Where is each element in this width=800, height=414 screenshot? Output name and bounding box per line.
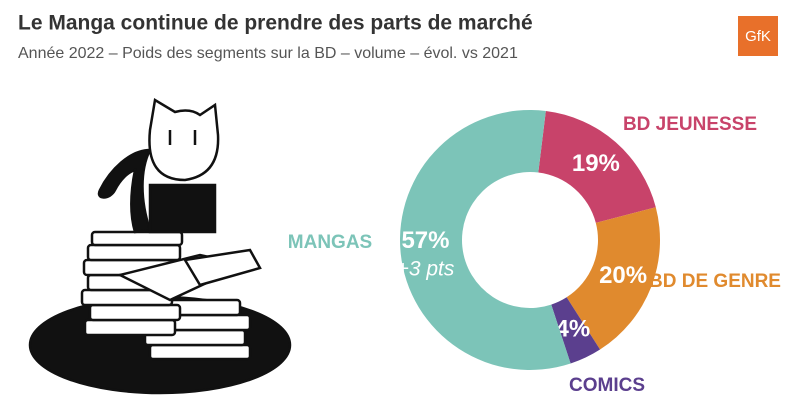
category-label: BD DE GENRE: [649, 271, 781, 292]
category-label: BD JEUNESSE: [623, 114, 757, 135]
logo: GfK: [745, 28, 771, 45]
donut-segment: [551, 297, 601, 364]
category-label: MANGAS: [288, 232, 372, 253]
value-label: 20%: [599, 262, 647, 289]
category-label: COMICS: [569, 375, 645, 396]
donut-segment: [538, 110, 656, 223]
donut-segment: [566, 207, 660, 350]
chart-title: Le Manga continue de prendre des parts d…: [18, 12, 533, 35]
logo-box: [738, 16, 778, 56]
annotation: +3 pts: [397, 257, 455, 280]
chart-subtitle: Année 2022 – Poids des segments sur la B…: [18, 45, 518, 62]
illustration: [28, 97, 292, 395]
value-label: 57%: [401, 227, 449, 254]
value-label: 19%: [572, 150, 620, 177]
donut-segment: [400, 109, 571, 370]
